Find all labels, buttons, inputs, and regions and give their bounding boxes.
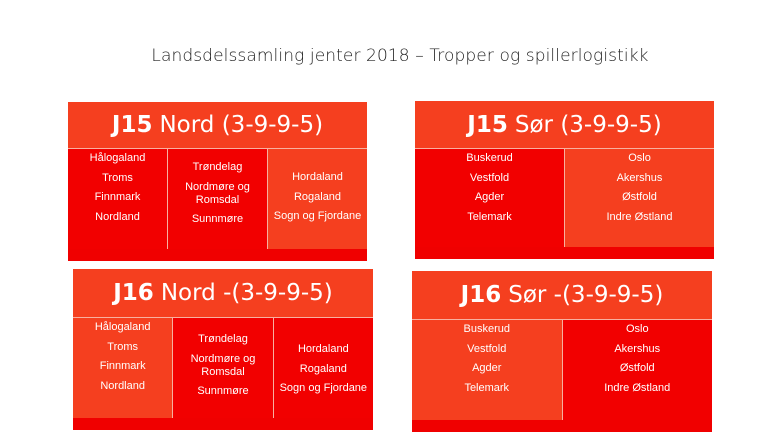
region-item: Finnmark [94,191,141,203]
region-item: Østfold [619,362,655,374]
region-item: Sunnmøre [191,213,244,225]
region-column: Oslo Akershus Østfold Indre Østland [561,320,712,421]
age-group: J16 [113,280,154,306]
region-item: Rogaland [293,190,342,203]
region-item: Vestfold [469,171,510,184]
region-item: Sunnmøre [197,385,249,397]
region-item: Agder [474,191,505,203]
region-item: Telemark [467,210,512,223]
region-item: Nordmøre og Romsdal [185,180,250,206]
region-format: Nord (3-9-9-5) [159,112,324,138]
region-column: Trøndelag Nordmøre og Romsdal Sunnmøre [167,149,267,250]
region-item: Oslo [628,152,651,164]
region-item: Akershus [614,342,661,355]
age-group: J16 [460,282,502,308]
region-item: Hordaland [292,171,343,183]
card-header: J15 Sør (3-9-9-5) [415,101,714,148]
card-header: J16 Sør -(3-9-9-5) [412,271,712,319]
region-column: Hordaland Rogaland Sogn og Fjordane [272,318,373,419]
region-item: Sogn og Fjordane [273,210,362,222]
region-item: Hålogaland [94,321,151,333]
region-item: Buskerud [466,152,513,164]
footer-bar [415,247,714,259]
region-item: Nordmøre og Romsdal [190,352,256,378]
region-columns: Buskerud Vestfold Agder Telemark Oslo Akershu… [412,319,712,421]
region-column: Buskerud Vestfold Agder Telemark [412,320,562,421]
region-item: Akershus [616,171,663,184]
region-column: Oslo Akershus Østfold Indre Østland [564,149,714,248]
region-item: Hålogaland [89,152,146,164]
region-item: Hordaland [297,343,349,355]
region-item: Agder [472,362,502,374]
region-column: Trøndelag Nordmøre og Romsdal Sunnmøre [172,318,273,419]
region-item: Trøndelag [192,161,243,173]
card-j15-sor: J15 Sør (3-9-9-5) Buskerud Vestfold Agder Tel… [415,101,714,259]
region-item: Sogn og Fjordane [279,382,368,394]
region-item: Vestfold [467,342,507,355]
age-group: J15 [467,111,508,138]
region-item: Rogaland [299,362,347,375]
card-header: J15 Nord (3-9-9-5) [68,102,367,148]
region-column: Hålogaland Troms Finnmark Nordland [73,318,173,419]
region-item: Nordland [95,210,140,223]
region-columns: Buskerud Vestfold Agder Telemark Oslo Akershu… [415,148,714,248]
region-format: Sør (3-9-9-5) [514,111,662,138]
card-j15-nord: J15 Nord (3-9-9-5) Hålogaland Troms Finnmark… [68,102,367,261]
footer-bar [73,418,373,430]
region-column: Hordaland Rogaland Sogn og Fjordane [267,149,367,250]
region-columns: Hålogaland Troms Finnmark Nordland Trøndelag… [73,317,373,419]
card-j16-nord: J16 Nord -(3-9-9-5) Hålogaland Troms Finnmar… [73,269,373,430]
card-header: J16 Nord -(3-9-9-5) [73,269,373,317]
region-format: Nord -(3-9-9-5) [160,280,333,306]
region-item: Telemark [464,381,510,394]
region-item: Trøndelag [198,333,248,345]
region-item: Indre Østland [606,210,673,223]
region-item: Finnmark [99,360,146,372]
region-item: Østfold [622,191,657,203]
region-item: Oslo [625,323,649,335]
region-item: Nordland [100,379,145,392]
slide-title: Landsdelssamling jenter 2018 – Tropper o… [151,46,649,66]
region-item: Indre Østland [604,381,671,394]
region-item: Buskerud [463,323,510,335]
card-j16-sor: J16 Sør -(3-9-9-5) Buskerud Vestfold Agder Te… [412,271,712,432]
footer-bar [68,249,367,261]
age-group: J15 [111,112,153,138]
region-item: Troms [102,171,133,184]
region-column: Buskerud Vestfold Agder Telemark [415,149,564,248]
region-item: Troms [107,340,139,353]
footer-bar [412,420,712,432]
region-column: Hålogaland Troms Finnmark Nordland [68,149,167,250]
region-format: Sør -(3-9-9-5) [508,282,664,308]
region-columns: Hålogaland Troms Finnmark Nordland Trøndelag… [68,148,367,250]
